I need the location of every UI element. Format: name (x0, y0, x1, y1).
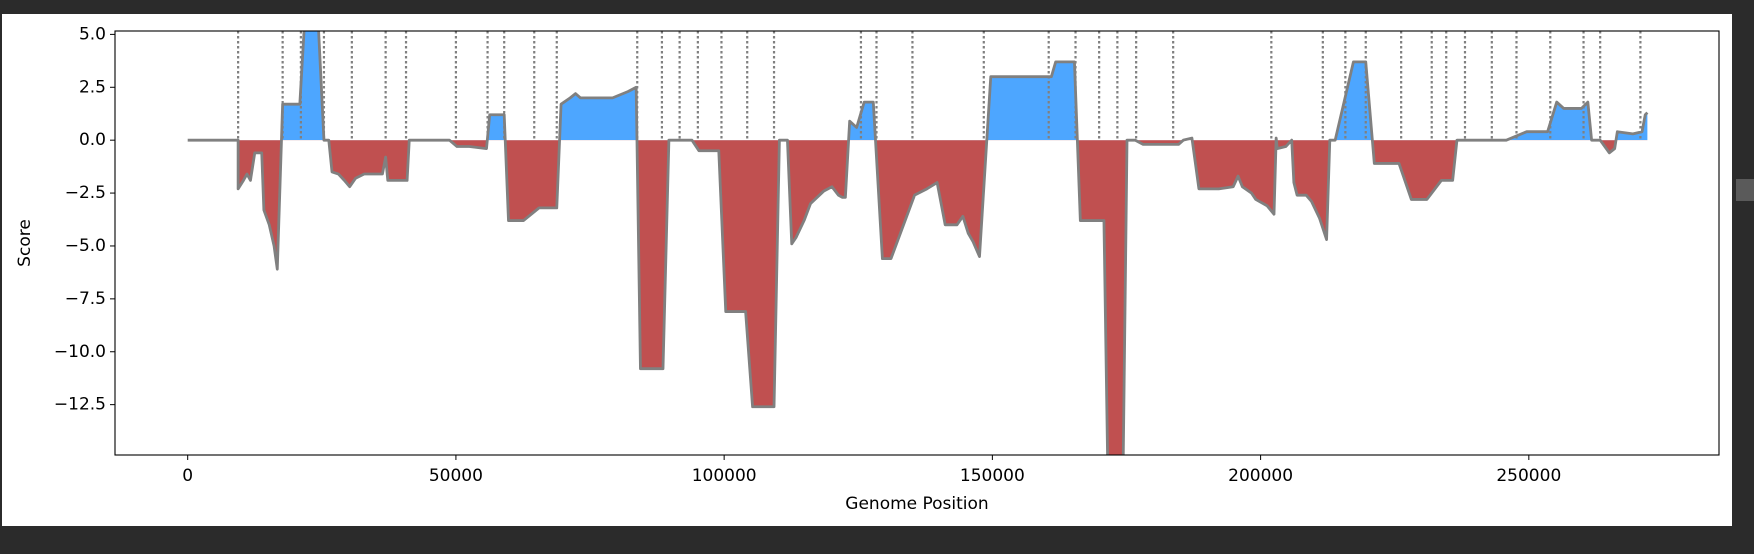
x-tick-label: 250000 (1496, 466, 1561, 486)
y-tick-label: −5.0 (65, 236, 106, 256)
x-tick-label: 200000 (1228, 466, 1293, 486)
positive-fill-group (187, 31, 1648, 141)
scrollbar-thumb[interactable] (1736, 179, 1754, 201)
x-tick-label: 150000 (960, 466, 1025, 486)
y-tick-label: −2.5 (65, 183, 106, 203)
y-axis-label: Score (15, 219, 35, 267)
x-axis-label: Genome Position (845, 494, 988, 514)
y-tick-label: 5.0 (79, 24, 106, 44)
positive-area (187, 31, 1648, 141)
plot-area (187, 31, 1649, 455)
y-tick-label: −12.5 (54, 395, 106, 415)
y-tick-label: −10.0 (54, 342, 106, 362)
axes-frame (114, 30, 1720, 456)
y-tick-label: −7.5 (65, 289, 106, 309)
x-tick-label: 50000 (429, 466, 483, 486)
y-tick-label: 0.0 (79, 130, 106, 150)
x-tick-label: 0 (182, 466, 193, 486)
negative-area (187, 140, 1648, 455)
figure-frame (2, 14, 1732, 526)
y-tick-label: 2.5 (79, 77, 106, 97)
negative-fill-group (187, 140, 1648, 455)
x-tick-label: 100000 (692, 466, 757, 486)
score-line (187, 31, 1649, 455)
